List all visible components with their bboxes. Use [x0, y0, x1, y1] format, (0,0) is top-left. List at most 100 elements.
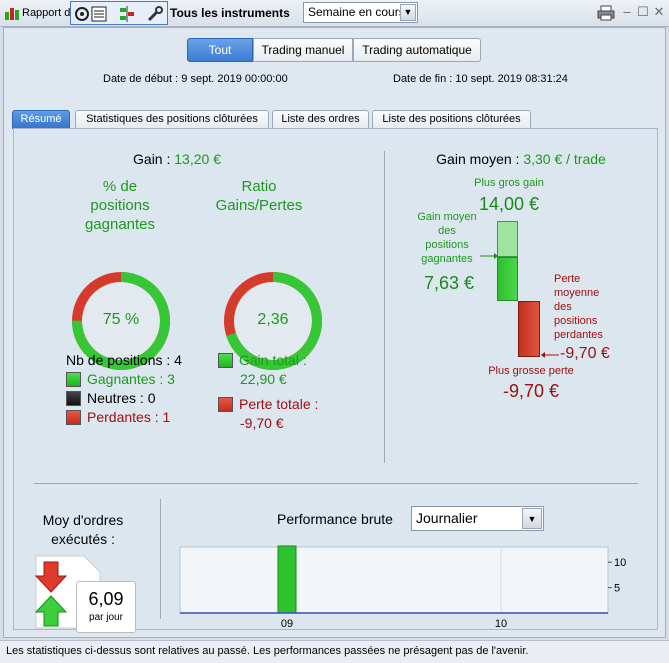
pm-line3: des	[554, 301, 572, 313]
printer-icon[interactable]	[597, 5, 615, 23]
ratio-value: 2,36	[257, 311, 289, 328]
black-square-icon	[66, 391, 81, 406]
chart-ytick-label: 5	[614, 583, 620, 595]
columns-icon[interactable]	[91, 5, 109, 23]
gain-total-label: Gain total :	[239, 352, 307, 368]
pct-donut	[72, 272, 170, 370]
settings-icon[interactable]	[74, 5, 92, 23]
orders-value-box: 6,09 par jour	[76, 581, 136, 633]
gain-moyen-label: Gain moyen :	[436, 151, 520, 167]
perte-totale-row: Perte totale :	[218, 395, 318, 414]
chevron-down-icon: ▼	[522, 508, 542, 529]
vertical-divider	[384, 151, 385, 463]
pct-title-line2: positions	[90, 197, 150, 214]
perte-moyenne-bar	[518, 301, 540, 357]
summary-panel: Gain : 13,20 € % de positions gagnantes …	[13, 128, 658, 633]
orders-title-line2: exécutés :	[51, 531, 115, 547]
orders-unit: par jour	[89, 612, 123, 623]
pct-title-line1: % de	[102, 178, 138, 195]
perte-totale-value: -9,70 €	[240, 415, 284, 431]
gain-moyen-positions-value: 7,63 €	[424, 273, 475, 293]
horizontal-divider	[34, 483, 638, 484]
tools-icon[interactable]	[146, 5, 164, 23]
gain-label: Gain :	[133, 151, 171, 167]
chart-bar-09	[277, 545, 297, 614]
perdantes-label: Perdantes : 1	[87, 409, 171, 425]
gmp-line1: Gain moyen	[417, 211, 477, 223]
red-square-icon	[218, 397, 233, 412]
ratio-title: Ratio Gains/Pertes	[199, 177, 319, 215]
gain-total-value: 22,90 €	[240, 371, 287, 387]
report-icon	[4, 5, 22, 23]
close-icon[interactable]: ✕	[653, 4, 665, 19]
tab-tout[interactable]: Tout	[187, 38, 253, 62]
tab-resume[interactable]: Résumé	[12, 110, 70, 129]
gain-moyen-bar	[497, 257, 518, 301]
ratio-donut	[224, 272, 322, 370]
pm-line5: perdantes	[554, 329, 603, 341]
ratio-title-line1: Ratio	[241, 178, 277, 195]
minimize-icon[interactable]: –	[623, 4, 631, 19]
performance-chart: 5 10 09 10	[179, 545, 626, 629]
nb-positions: Nb de positions : 4	[66, 352, 182, 368]
plus-gros-gain-label: Plus gros gain	[474, 177, 544, 189]
end-date: Date de fin : 10 sept. 2019 08:31:24	[393, 73, 568, 85]
start-date: Date de début : 9 sept. 2019 00:00:00	[103, 73, 288, 85]
gain-value: 13,20 €	[174, 151, 221, 167]
arrow-right-icon	[480, 253, 498, 259]
toolbar-group	[70, 1, 168, 25]
gain-moyen-positions-label: Gain moyen des positions gagnantes	[410, 210, 484, 266]
perte-moyenne-value: -9,70 €	[560, 345, 610, 362]
gmp-line3: positions	[425, 239, 469, 251]
pm-line2: moyenne	[554, 287, 600, 299]
pct-title-line3: gagnantes	[84, 216, 156, 233]
main-content: Tout Trading manuel Trading automatique …	[3, 27, 666, 638]
gain-total-row: Gain total :	[218, 351, 318, 370]
gagnantes-label: Gagnantes : 3	[87, 371, 175, 387]
green-square-icon	[66, 372, 81, 387]
tab-statistiques[interactable]: Statistiques des positions clôturées	[75, 110, 269, 128]
arrow-left-icon	[541, 352, 559, 358]
period-select-value: Semaine en cours	[308, 5, 405, 19]
period-select[interactable]: Semaine en cours ▼	[303, 2, 418, 23]
title-bar: Rapport d Tous les instruments Semaine e…	[0, 0, 669, 27]
tab-trading-automatique[interactable]: Trading automatique	[353, 38, 481, 62]
vertical-divider-bottom	[160, 499, 161, 619]
orders-title-line1: Moy d'ordres	[42, 512, 124, 528]
gagnantes-row: Gagnantes : 3	[66, 370, 182, 389]
orders-title: Moy d'ordres exécutés :	[28, 511, 138, 549]
performance-period-value: Journalier	[416, 510, 478, 526]
instruments-label: Tous les instruments	[170, 6, 290, 20]
plus-gros-gain-value: 14,00 €	[478, 194, 540, 214]
tab-trading-manuel[interactable]: Trading manuel	[253, 38, 353, 62]
performance-period-select[interactable]: Journalier ▼	[411, 506, 544, 531]
performance-label: Performance brute	[277, 511, 393, 527]
orders-value: 6,09	[88, 589, 124, 609]
tab-liste-ordres[interactable]: Liste des ordres	[272, 110, 369, 128]
perte-totale-label: Perte totale :	[239, 396, 319, 412]
green-square-icon	[218, 353, 233, 368]
neutres-row: Neutres : 0	[66, 389, 182, 408]
perte-moyenne-label: Perte moyenne des positions perdantes	[554, 272, 624, 342]
plus-gros-gain-bar	[497, 221, 518, 257]
positions-counts: Nb de positions : 4 Gagnantes : 3 Neutre…	[66, 351, 182, 427]
pct-value: 75 %	[102, 311, 140, 328]
neutres-label: Neutres : 0	[87, 390, 156, 406]
report-label: Rapport d	[22, 7, 71, 19]
gmp-line2: des	[438, 225, 456, 237]
pm-line4: positions	[554, 315, 598, 327]
chart-ytick-label: 10	[614, 557, 626, 569]
maximize-icon[interactable]: ☐	[637, 4, 649, 19]
totals: Gain total : 22,90 € Perte totale : -9,7…	[218, 351, 318, 433]
plus-grosse-perte-label: Plus grosse perte	[488, 365, 574, 377]
gain-moyen-header: Gain moyen : 3,30 € / trade	[386, 151, 656, 167]
chart-icon[interactable]	[119, 5, 137, 23]
tab-liste-positions[interactable]: Liste des positions clôturées	[372, 110, 531, 128]
footer-disclaimer: Les statistiques ci-dessus sont relative…	[0, 640, 669, 663]
chart-xtick-label: 09	[281, 618, 293, 629]
chart-xtick-label: 10	[495, 618, 507, 629]
pm-line1: Perte	[554, 273, 581, 285]
gmp-line4: gagnantes	[421, 253, 473, 265]
gain-moyen-value: 3,30 € / trade	[523, 151, 606, 167]
chevron-down-icon: ▼	[400, 4, 416, 21]
